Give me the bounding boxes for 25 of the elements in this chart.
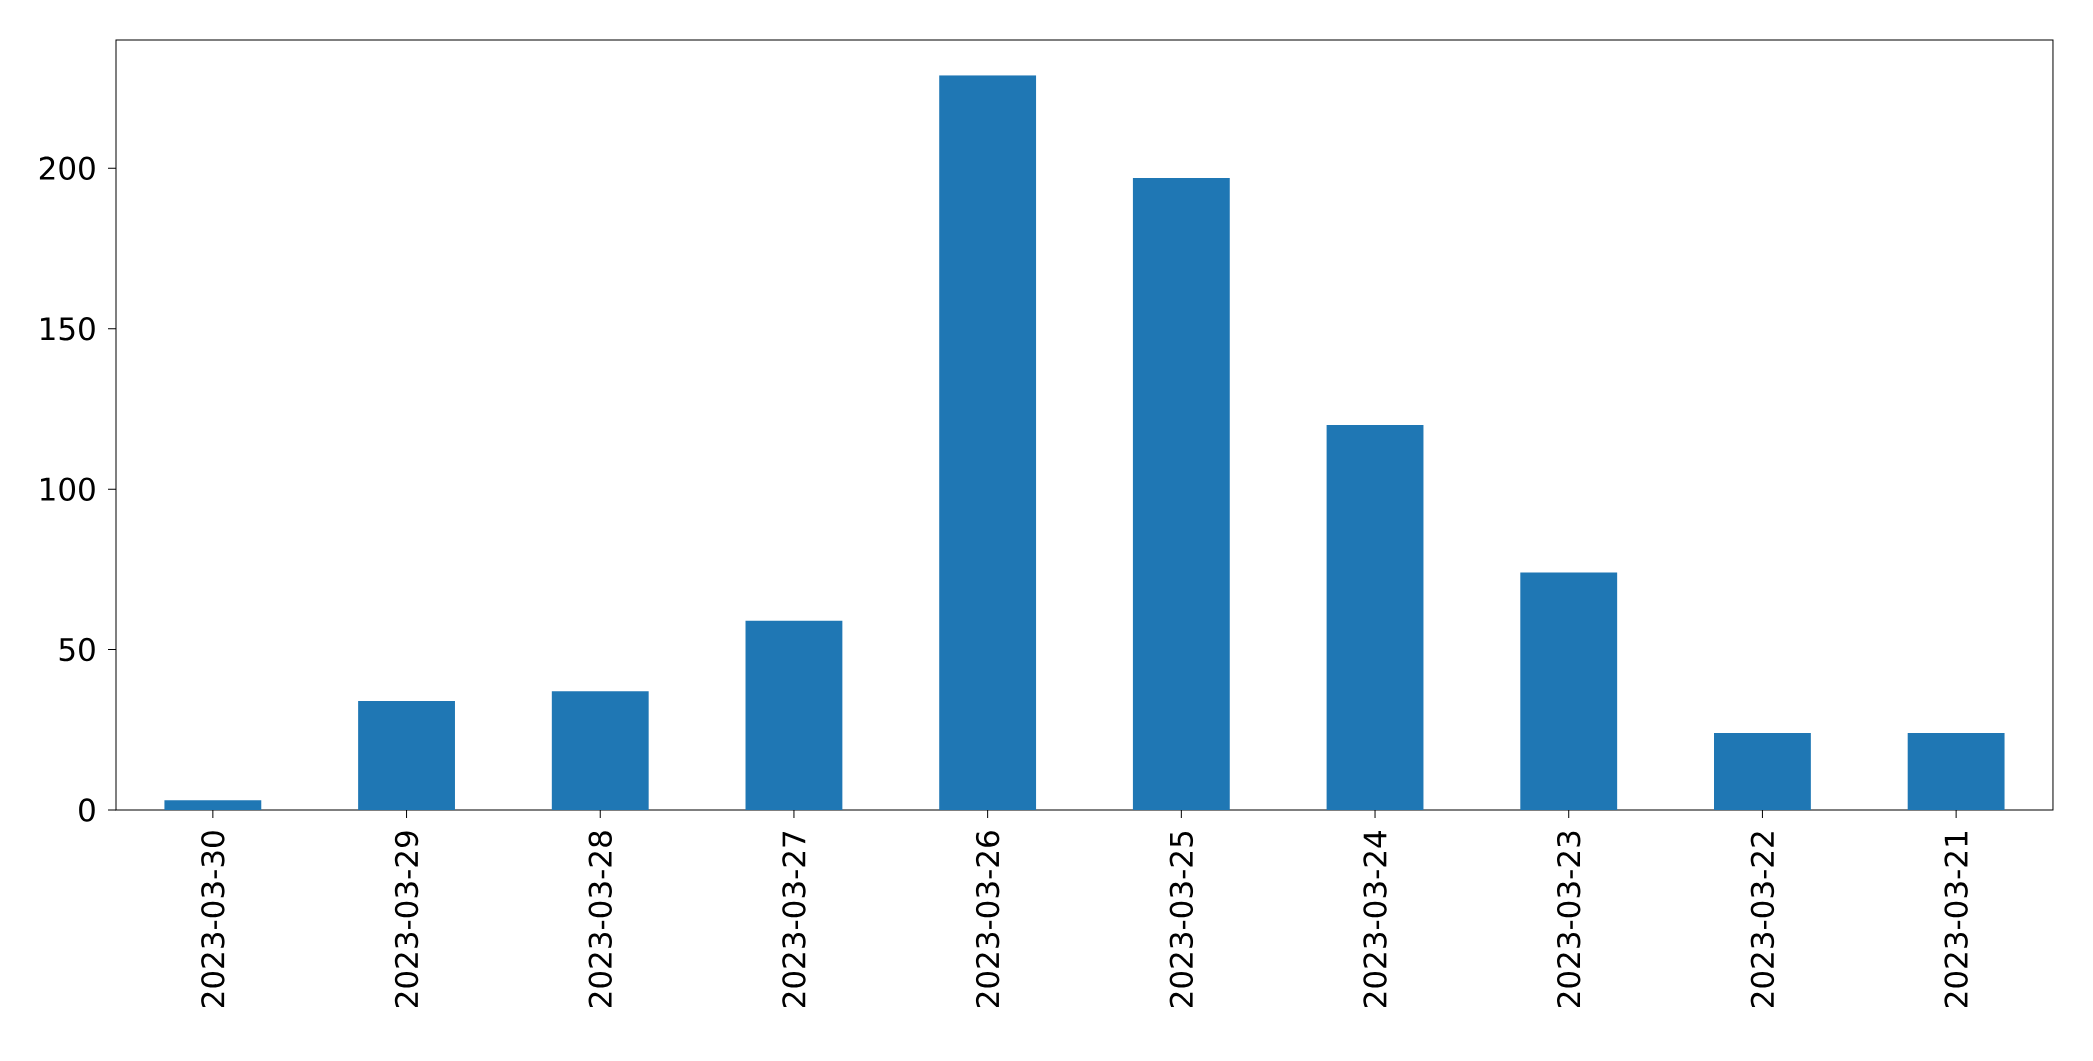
bar bbox=[358, 700, 455, 810]
bar bbox=[1907, 733, 2005, 810]
y-tick-label: 0 bbox=[79, 798, 95, 822]
x-tick-label: 2023-03-30 bbox=[201, 831, 225, 1008]
x-tick-label: 2023-03-22 bbox=[1750, 832, 1775, 1008]
x-tick-label: 2023-03-26 bbox=[975, 831, 1000, 1008]
y-tick-label: 50 bbox=[59, 637, 95, 662]
y-tick-label: 200 bbox=[39, 156, 95, 181]
bar bbox=[1326, 425, 1424, 810]
x-tick-label: 2023-03-24 bbox=[1363, 830, 1387, 1008]
y-tick-label: 150 bbox=[41, 317, 95, 341]
x-tick-label: 2023-03-23 bbox=[1557, 831, 1581, 1008]
bar bbox=[745, 620, 843, 810]
x-tick-label: 2023-03-28 bbox=[588, 831, 612, 1008]
bar bbox=[1714, 733, 1811, 810]
bar bbox=[164, 800, 262, 810]
x-tick-label: 2023-03-25 bbox=[1169, 831, 1194, 1008]
bar bbox=[1520, 572, 1618, 810]
bar bbox=[1132, 177, 1230, 810]
x-tick-label: 2023-03-21 bbox=[1944, 832, 1968, 1008]
bar bbox=[939, 75, 1037, 810]
x-tick-label: 2023-03-29 bbox=[394, 831, 419, 1008]
x-tick-label: 2023-03-27 bbox=[782, 831, 806, 1008]
y-tick-label: 100 bbox=[41, 477, 95, 501]
bar bbox=[551, 691, 649, 810]
